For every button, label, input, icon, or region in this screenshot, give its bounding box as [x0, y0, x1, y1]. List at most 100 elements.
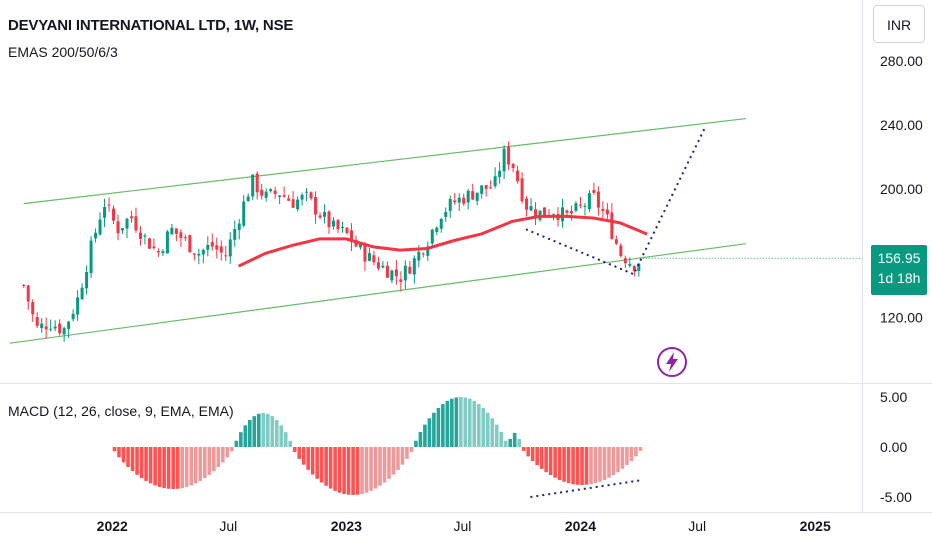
macd-bar	[530, 447, 535, 461]
candle-body	[206, 245, 210, 250]
macd-bar	[557, 447, 562, 480]
candle-body	[484, 185, 488, 189]
candle-body	[125, 218, 129, 229]
time-tick-label: 2023	[331, 518, 362, 534]
macd-bar	[571, 447, 575, 485]
candle-body	[565, 210, 569, 213]
macd-bar	[539, 447, 544, 469]
lightning-bolt-icon[interactable]	[656, 346, 688, 378]
macd-bar	[414, 440, 418, 447]
macd-bar	[306, 447, 310, 470]
macd-bar	[189, 447, 194, 486]
candle-body	[152, 246, 156, 249]
macd-bar	[400, 447, 405, 465]
candle-body	[430, 229, 434, 244]
candle-body	[53, 326, 57, 329]
macd-bar	[580, 447, 584, 485]
candle-body	[228, 239, 232, 257]
candle-body	[282, 195, 286, 197]
macd-bar	[234, 440, 239, 447]
macd-bar	[499, 431, 504, 447]
macd-bar	[553, 447, 557, 478]
candle-body	[471, 191, 475, 200]
price-tick-label: 200.00	[880, 181, 923, 197]
macd-bar	[468, 398, 472, 447]
macd-bar	[629, 447, 634, 461]
candle-body	[349, 230, 353, 243]
macd-bar	[625, 447, 629, 466]
macd-tick-label: 5.00	[880, 389, 907, 405]
candle-body	[569, 211, 573, 214]
macd-bar	[526, 447, 530, 457]
macd-bar	[139, 447, 144, 479]
macd-bar	[441, 404, 445, 447]
candle-body	[403, 265, 407, 281]
macd-tick-label: -5.00	[880, 489, 912, 505]
ema-line[interactable]	[237, 214, 648, 268]
macd-bar	[121, 447, 126, 463]
candle-body	[511, 163, 515, 168]
macd-bar	[611, 447, 616, 476]
macd-bar	[544, 447, 548, 473]
macd-bar	[117, 447, 121, 458]
candle-body	[76, 297, 80, 315]
candle-body	[385, 265, 389, 278]
last-price-badge: 156.95 1d 18h	[871, 245, 927, 295]
candle-body	[116, 221, 120, 234]
macd-bar	[512, 433, 517, 447]
macd-bar	[476, 404, 481, 447]
macd-bar	[230, 447, 234, 452]
candle-body	[444, 211, 448, 217]
candle-body	[31, 302, 35, 315]
candle-body	[98, 219, 102, 235]
candle-body	[614, 239, 618, 244]
macd-bar	[360, 447, 364, 494]
macd-bar	[126, 447, 130, 468]
candle-body	[605, 209, 609, 215]
candle-body	[183, 237, 187, 239]
candle-body	[179, 232, 183, 239]
currency-button[interactable]: INR	[873, 5, 925, 43]
candle-body	[264, 191, 268, 198]
channel-upper-line[interactable]	[23, 117, 746, 205]
candle-body	[336, 220, 340, 230]
candle-body	[560, 207, 564, 222]
macd-bar	[445, 401, 450, 447]
channel-lower-line[interactable]	[9, 243, 746, 344]
macd-bar	[351, 447, 355, 495]
candle-body	[129, 216, 133, 219]
candle-body	[376, 262, 380, 269]
candle-body	[269, 189, 273, 192]
candle-body	[278, 195, 282, 198]
candle-body	[516, 170, 520, 182]
candle-body	[107, 204, 111, 206]
macd-bar	[378, 447, 382, 486]
candle-body	[358, 244, 362, 248]
macd-bar	[566, 447, 571, 484]
candle-body	[255, 173, 259, 193]
macd-bar	[485, 412, 490, 447]
macd-bar	[112, 447, 117, 452]
projection-dotted-line[interactable]	[525, 126, 707, 276]
macd-bar	[162, 447, 166, 489]
candle-body	[623, 258, 627, 264]
macd-bar	[248, 420, 252, 447]
macd-bar	[598, 447, 602, 482]
macd-bar	[396, 447, 400, 470]
candle-body	[480, 185, 484, 194]
candle-body	[188, 235, 192, 253]
candle-body	[498, 170, 502, 177]
macd-bar	[517, 438, 521, 447]
macd-bar	[638, 447, 643, 451]
macd-bar	[261, 413, 266, 447]
candle-body	[35, 317, 39, 326]
candle-body	[489, 187, 493, 189]
chart-title: DEVYANI INTERNATIONAL LTD, 1W, NSE	[8, 17, 294, 34]
candle-body	[40, 323, 44, 329]
macd-bar	[535, 447, 539, 466]
price-tick-label: 120.00	[880, 310, 923, 326]
macd-divergence-line[interactable]	[530, 479, 643, 498]
candle-body	[439, 218, 443, 229]
macd-bar	[459, 397, 463, 447]
